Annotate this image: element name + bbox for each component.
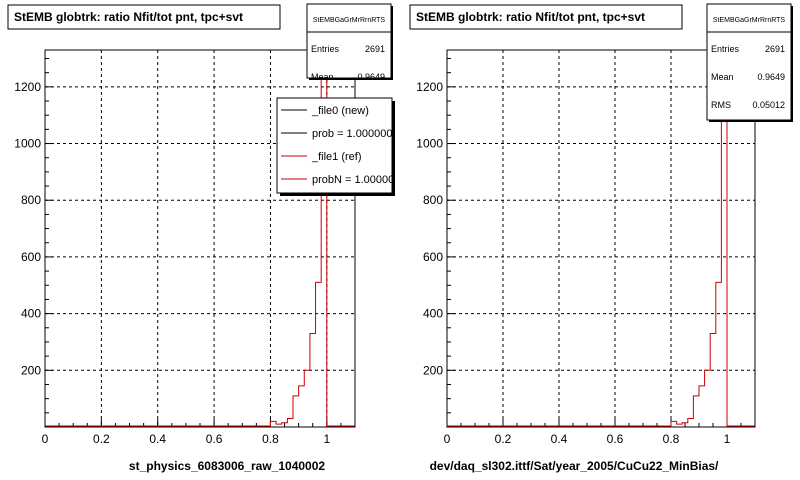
stats-row-value: 0.9649 — [757, 72, 785, 82]
stats-box-name: StEMBGaGrMrRrnRTS — [313, 17, 386, 24]
stats-box — [706, 3, 792, 121]
x-axis-label: dev/daq_sl302.ittf/Sat/year_2005/CuCu22_… — [430, 459, 719, 473]
plot-frame — [446, 49, 756, 428]
title-box — [409, 4, 683, 30]
x-tick-label: 0.4 — [551, 432, 568, 446]
y-tick-label: 200 — [21, 363, 41, 377]
histogram-series — [447, 67, 755, 427]
legend-box — [276, 97, 393, 194]
x-tick-label: 0 — [42, 432, 49, 446]
y-tick-label: 1200 — [416, 80, 443, 94]
stats-row-label: Entries — [311, 44, 340, 54]
title-box — [7, 4, 281, 30]
stats-box — [306, 3, 392, 79]
histogram-panel-2: 0 0.2 0.4 0.6 0.8 120040060080010001200StEMB … — [409, 3, 793, 473]
histogram-panel-1: 0 0.2 0.4 0.6 0.8 120040060080010001200StEMB … — [7, 3, 400, 473]
x-tick-label: 0.8 — [663, 432, 680, 446]
y-tick-label: 800 — [21, 193, 41, 207]
stats-row-value: 2691 — [365, 44, 385, 54]
y-tick-label: 600 — [423, 250, 443, 264]
y-tick-label: 400 — [21, 307, 41, 321]
legend-entry-label: _file1 (ref) — [311, 151, 362, 163]
y-tick-label: 1000 — [14, 137, 41, 151]
legend-entry-label: _file0 (new) — [311, 105, 369, 117]
y-tick-label: 600 — [21, 250, 41, 264]
x-tick-label: 0.6 — [607, 432, 624, 446]
x-tick-label: 0.4 — [149, 432, 166, 446]
stats-box-name: StEMBGaGrMrRrnRTS — [713, 17, 786, 24]
y-tick-label: 800 — [423, 193, 443, 207]
stats-row-label: Entries — [711, 44, 740, 54]
legend-clip-group: _file0 (new) prob = 1.000000 _file1 (ref) p… — [281, 105, 400, 186]
x-axis-label: st_physics_6083006_raw_1040002 — [129, 459, 325, 473]
x-tick-label: 0.2 — [495, 432, 512, 446]
y-tick-label: 1000 — [416, 137, 443, 151]
stats-row-value: 0.05012 — [752, 100, 785, 110]
legend-entry-label: prob = 1.000000 — [312, 128, 392, 140]
y-tick-label: 1200 — [14, 80, 41, 94]
stats-row-label: Mean — [311, 72, 334, 82]
x-tick-label: 0.6 — [206, 432, 223, 446]
x-tick-label: 0 — [444, 432, 451, 446]
stats-row-label: Mean — [711, 72, 734, 82]
stats-row-label: RMS — [711, 100, 731, 110]
legend-entry-label: probN = 1.000000 — [312, 174, 400, 186]
stats-row-value: 2691 — [765, 44, 785, 54]
y-tick-label: 200 — [423, 363, 443, 377]
x-tick-label: 1 — [323, 432, 330, 446]
histogram-series — [45, 67, 355, 427]
chart-title: StEMB globtrk: ratio Nfit/tot pnt, tpc+s… — [416, 10, 645, 24]
x-tick-label: 0.2 — [93, 432, 110, 446]
x-tick-label: 1 — [724, 432, 731, 446]
chart-title: StEMB globtrk: ratio Nfit/tot pnt, tpc+s… — [14, 10, 243, 24]
y-tick-label: 400 — [423, 307, 443, 321]
x-tick-label: 0.8 — [262, 432, 279, 446]
stats-row-value: 0.9649 — [357, 72, 385, 82]
